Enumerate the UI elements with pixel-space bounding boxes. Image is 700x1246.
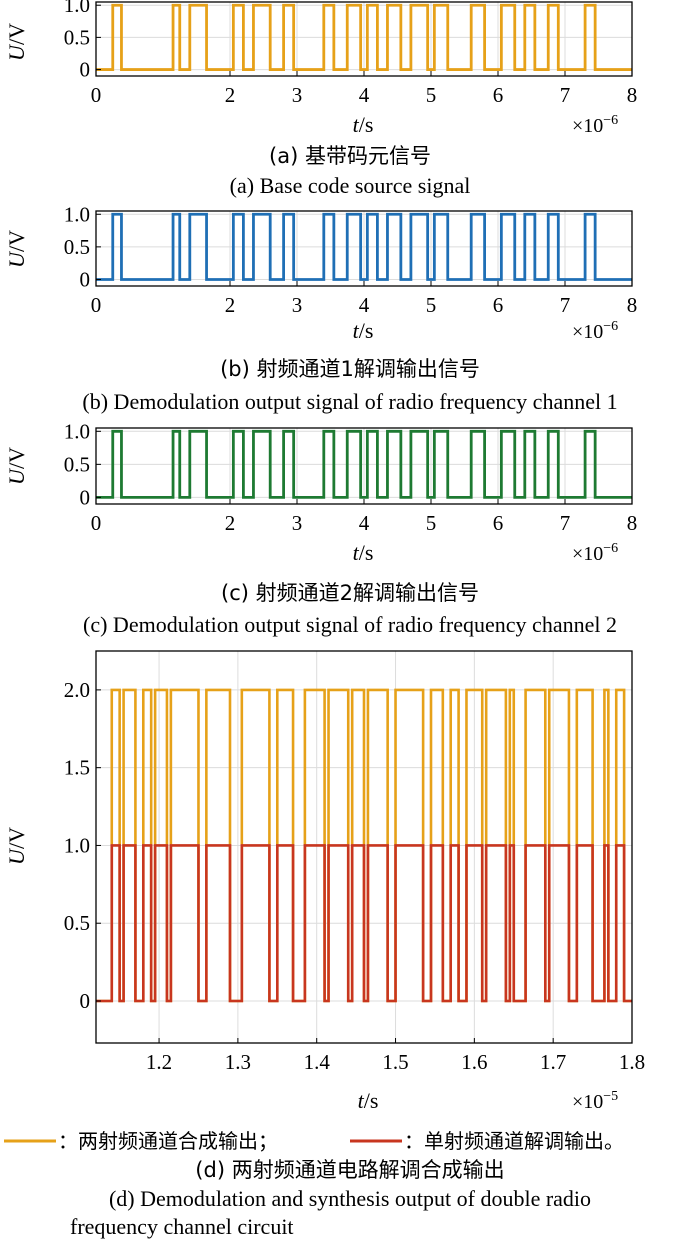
panel-b-xtick-label-1: 2 — [225, 293, 236, 317]
panel-a-ytick-label-0: 0 — [80, 58, 91, 82]
panel-c-xtick-label-5: 6 — [493, 511, 504, 535]
panel-b-ylabel: U/V — [4, 230, 29, 268]
panel-c-caption-en: (c) Demodulation output signal of radio … — [83, 612, 617, 637]
panel-d-xtick-label-5: 1.7 — [540, 1050, 566, 1074]
panel-d-caption-zh: (d) 两射频通道电路解调合成输出 — [195, 1158, 504, 1182]
panel-d-ytick-label-3: 1.5 — [64, 756, 90, 780]
panel-b-xtick-label-6: 7 — [560, 293, 571, 317]
panel-d-xtick-label-4: 1.6 — [461, 1050, 487, 1074]
panel-a-caption-en: (a) Base code source signal — [230, 173, 471, 198]
panel-d-series-1-line — [96, 844, 632, 1003]
panel-c-ytick-label-0: 0 — [80, 485, 91, 509]
panel-d-plot: 1.2 1.3 1.4 1.5 1.6 1.7 1.8 0 0.5 1.0 1.5 2.0 — [64, 650, 645, 1074]
panel-a-xtick-label-7: 8 — [627, 83, 638, 107]
panel-d-xtick-label-0: 1.2 — [146, 1050, 172, 1074]
panel-b-caption-zh: (b) 射频通道1解调输出信号 — [220, 357, 480, 381]
panel-a-series-0-line — [96, 3, 632, 71]
panel-c-x-exponent: ×10−6 — [572, 541, 618, 565]
panel-d-ytick-label-2: 1.0 — [64, 833, 90, 857]
panel-a-ytick-label-2: 1.0 — [64, 0, 90, 17]
panel-a-ytick-label-1: 0.5 — [64, 25, 90, 49]
panel-d-axes-frame — [95, 650, 633, 1044]
panel-a-xtick-label-2: 3 — [292, 83, 303, 107]
panel-d-caption-en-line2: frequency channel circuit — [70, 1214, 294, 1239]
panel-a-xtick-label-6: 7 — [560, 83, 571, 107]
panel-c-xtick-label-4: 5 — [426, 511, 437, 535]
panel-c-xtick-label-2: 3 — [292, 511, 303, 535]
panel-b-xtick-label-0: 0 — [91, 293, 102, 317]
panel-c-caption-zh: (c) 射频通道2解调输出信号 — [221, 581, 479, 605]
panel-c-xtick-label-7: 8 — [627, 511, 638, 535]
legend: ：两射频通道合成输出； ：单射频通道解调输出。 — [4, 1129, 624, 1153]
panel-c-xlabel: t/s — [353, 540, 374, 565]
panel-a-xlabel: t/s — [353, 112, 374, 137]
panel-d-ytick-label-1: 0.5 — [64, 911, 90, 935]
panel-a: 0 2 3 4 5 6 7 8 0 0.5 1.0 U/V t/s ×10−6 (a) 基带码元信号… — [4, 0, 637, 198]
panel-a-plot: 0 2 3 4 5 6 7 8 0 0.5 1.0 — [64, 0, 638, 107]
panel-a-ylabel: U/V — [4, 23, 29, 61]
panel-b-xtick-label-4: 5 — [426, 293, 437, 317]
panel-d-x-exponent: ×10−5 — [572, 1089, 618, 1113]
panel-a-xtick-label-0: 0 — [91, 83, 102, 107]
panel-d-xlabel: t/s — [358, 1088, 379, 1113]
panel-c-ytick-label-2: 1.0 — [64, 419, 90, 443]
panel-d-ytick-label-0: 0 — [80, 989, 91, 1013]
panel-c-ylabel: U/V — [4, 447, 29, 485]
panel-b-xtick-label-2: 3 — [292, 293, 303, 317]
panel-d-ylabel: U/V — [4, 827, 29, 865]
panel-b-ytick-label-0: 0 — [80, 267, 91, 291]
panel-c: 0 2 3 4 5 6 7 8 0 0.5 1.0 U/V t/s ×10−6 (c) 射频通道2解… — [4, 419, 637, 637]
panel-b-series-0-line — [96, 212, 632, 281]
panel-a-xtick-label-1: 2 — [225, 83, 236, 107]
panel-d-xtick-label-6: 1.8 — [619, 1050, 645, 1074]
panel-b-xlabel: t/s — [353, 318, 374, 343]
panel-a-caption-zh: (a) 基带码元信号 — [269, 144, 431, 168]
panel-d-xtick-label-1: 1.3 — [225, 1050, 251, 1074]
panel-c-xtick-label-6: 7 — [560, 511, 571, 535]
panel-b-ytick-label-2: 1.0 — [64, 202, 90, 226]
panel-b-ytick-label-1: 0.5 — [64, 235, 90, 259]
panel-d-xtick-label-3: 1.5 — [382, 1050, 408, 1074]
panel-c-ytick-label-1: 0.5 — [64, 452, 90, 476]
panel-b-plot: 0 2 3 4 5 6 7 8 0 0.5 1.0 — [64, 202, 638, 317]
panel-c-xtick-label-3: 4 — [359, 511, 370, 535]
panel-b-xtick-label-3: 4 — [359, 293, 370, 317]
panel-d-caption-en-line1: (d) Demodulation and synthesis output of… — [109, 1186, 591, 1211]
panel-b-xtick-label-5: 6 — [493, 293, 504, 317]
panel-c-xtick-label-0: 0 — [91, 511, 102, 535]
panel-a-x-exponent: ×10−6 — [572, 113, 618, 137]
panel-b-x-exponent: ×10−6 — [572, 319, 618, 343]
legend-label-single: ：单射频通道解调输出。 — [404, 1129, 624, 1153]
panel-c-xtick-label-1: 2 — [225, 511, 236, 535]
panel-d-ytick-label-4: 2.0 — [64, 678, 90, 702]
panel-b-xtick-label-7: 8 — [627, 293, 638, 317]
panel-a-xtick-label-5: 6 — [493, 83, 504, 107]
legend-label-combined: ：两射频通道合成输出； — [58, 1129, 278, 1153]
panel-b-caption-en: (b) Demodulation output signal of radio … — [82, 389, 617, 414]
panel-b: 0 2 3 4 5 6 7 8 0 0.5 1.0 U/V t/s ×10−6 (b) 射频通道1解… — [4, 202, 637, 414]
panel-a-xtick-label-3: 4 — [359, 83, 370, 107]
panel-d-xtick-label-2: 1.4 — [304, 1050, 331, 1074]
panel-d: 1.2 1.3 1.4 1.5 1.6 1.7 1.8 0 0.5 1.0 1.5 2.0 U/V t… — [4, 650, 645, 1239]
panel-a-xtick-label-4: 5 — [426, 83, 437, 107]
panel-c-series-0-line — [96, 429, 632, 499]
panel-c-plot: 0 2 3 4 5 6 7 8 0 0.5 1.0 — [64, 419, 638, 535]
